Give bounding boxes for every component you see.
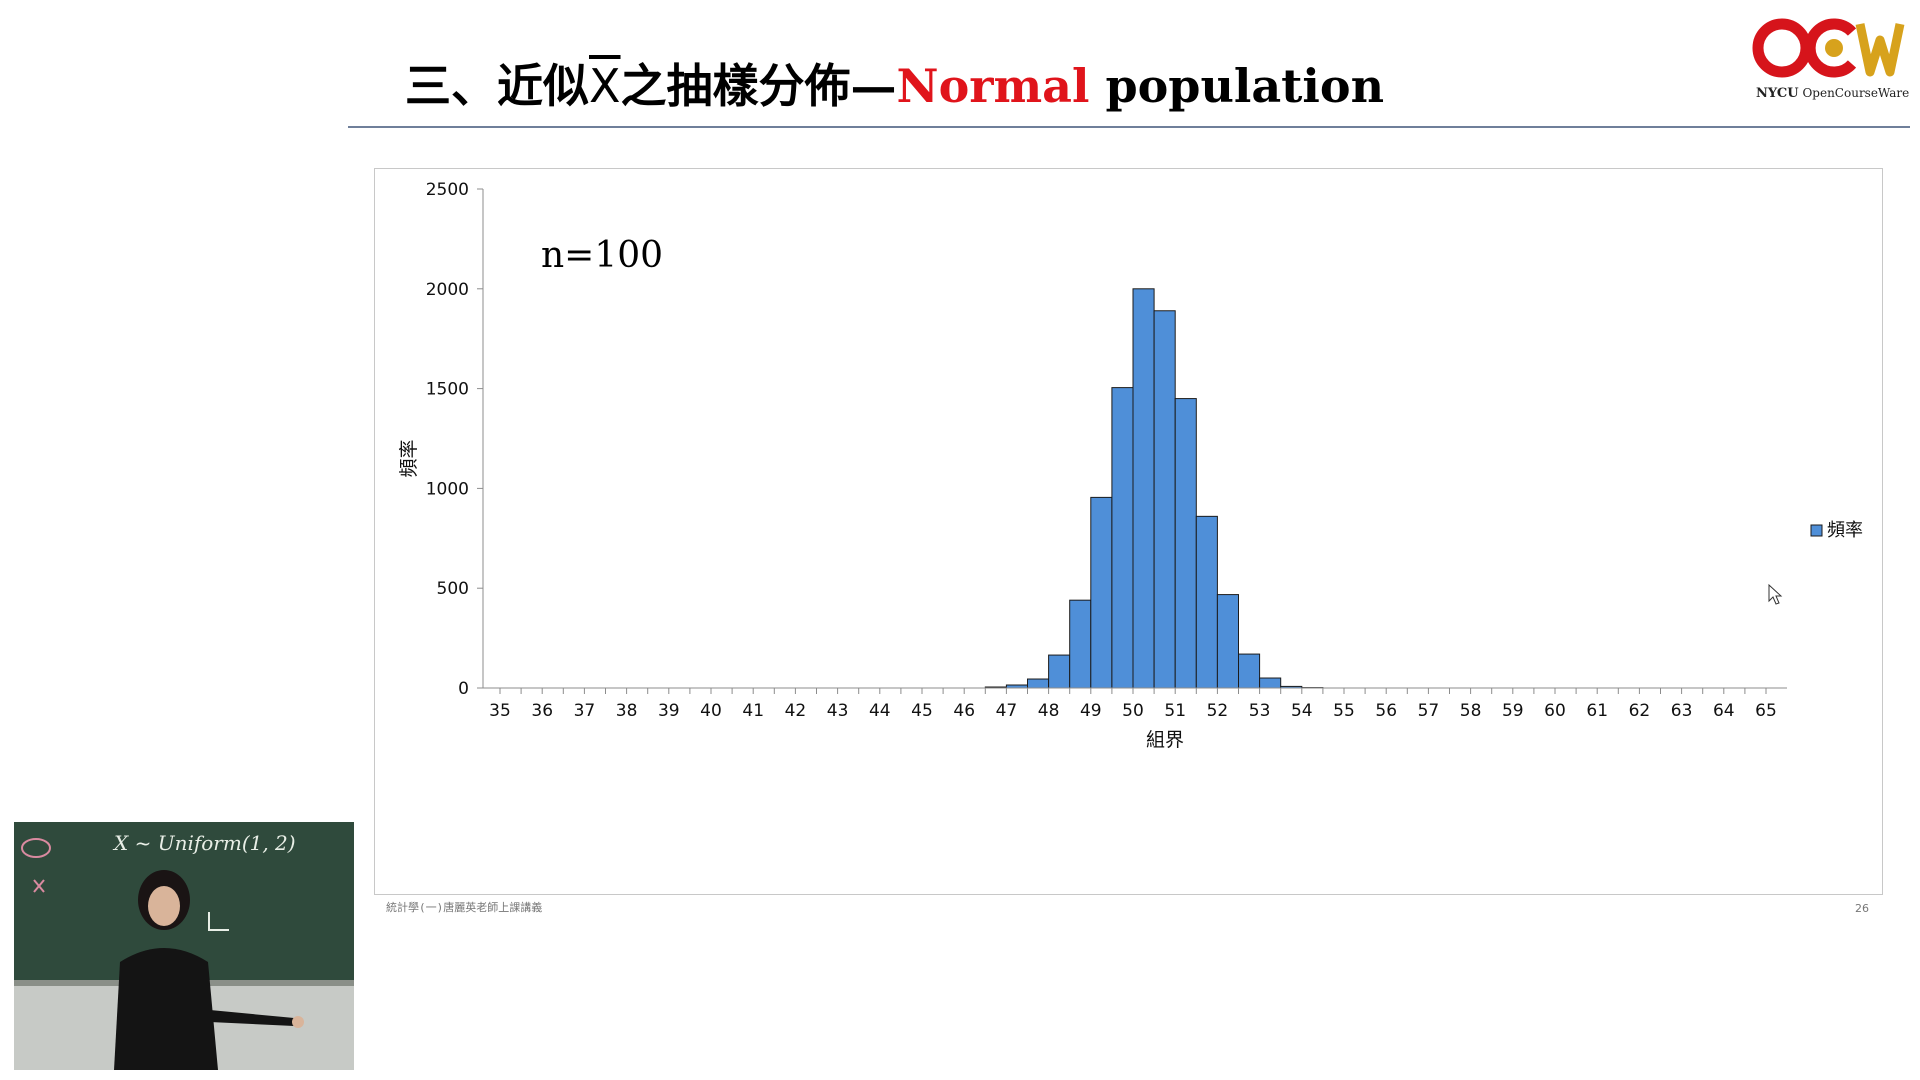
legend-label: 頻率 bbox=[1827, 520, 1863, 541]
histogram-bar bbox=[1195, 515, 1218, 689]
slide-title: 三、近似X之抽樣分佈—Normal population bbox=[405, 50, 1385, 113]
x-tick-label: 46 bbox=[953, 701, 975, 721]
x-tick-label: 51 bbox=[1164, 701, 1186, 721]
x-tick-label: 62 bbox=[1629, 701, 1651, 721]
logo-sub-text: OpenCourseWare bbox=[1802, 86, 1910, 100]
histogram-bar bbox=[1174, 398, 1197, 689]
histogram-bar bbox=[1048, 654, 1071, 689]
x-tick-label: 54 bbox=[1291, 701, 1313, 721]
x-tick-label: 60 bbox=[1544, 701, 1566, 721]
y-tick-label: 1000 bbox=[426, 479, 469, 499]
y-tick-label: 2500 bbox=[426, 180, 469, 200]
x-tick-label: 47 bbox=[996, 701, 1018, 721]
x-tick-label: 50 bbox=[1122, 701, 1144, 721]
x-tick-label: 45 bbox=[911, 701, 933, 721]
histogram-bar bbox=[1111, 387, 1134, 689]
x-bar-symbol: X bbox=[589, 59, 621, 113]
x-axis-title: 組界 bbox=[1146, 729, 1184, 751]
legend-swatch bbox=[1810, 524, 1823, 537]
sample-size-annotation: n=100 bbox=[541, 235, 663, 276]
x-tick-label: 61 bbox=[1586, 701, 1608, 721]
title-prefix: 三、近似 bbox=[405, 59, 589, 113]
x-tick-label: 39 bbox=[658, 701, 680, 721]
x-tick-label: 64 bbox=[1713, 701, 1735, 721]
x-tick-label: 65 bbox=[1755, 701, 1777, 721]
x-tick-label: 38 bbox=[616, 701, 638, 721]
histogram-bar bbox=[1153, 310, 1176, 689]
x-tick-label: 41 bbox=[742, 701, 764, 721]
histogram-bar bbox=[1069, 599, 1092, 689]
x-tick-label: 35 bbox=[489, 701, 511, 721]
histogram-bar bbox=[1238, 653, 1261, 689]
title-highlight: Normal bbox=[896, 59, 1090, 113]
labels-layer: 0 500 1000 1500 2000 2500 35 36 37 38 39 40 41 42 43 44… bbox=[398, 180, 1863, 751]
histogram-bar bbox=[1090, 496, 1113, 689]
x-tick-label: 58 bbox=[1460, 701, 1482, 721]
bars-layer bbox=[984, 288, 1324, 689]
lecturer-video-inset: X ~ Uniform(1, 2) bbox=[14, 822, 354, 1070]
histogram-svg: 0 500 1000 1500 2000 2500 35 36 37 38 39 40 41 42 43 44… bbox=[398, 180, 1863, 751]
x-tick-label: 48 bbox=[1038, 701, 1060, 721]
x-tick-label: 52 bbox=[1207, 701, 1229, 721]
x-tick-label: 43 bbox=[827, 701, 849, 721]
y-tick-label: 500 bbox=[437, 579, 469, 599]
axes-layer bbox=[477, 188, 1787, 694]
histogram-bar bbox=[1132, 288, 1155, 689]
title-divider bbox=[348, 126, 1910, 128]
lecturer-video-frame: X ~ Uniform(1, 2) bbox=[14, 822, 354, 1070]
x-tick-label: 36 bbox=[531, 701, 553, 721]
histogram-bar bbox=[1027, 678, 1050, 689]
blackboard-formula: X ~ Uniform(1, 2) bbox=[112, 831, 296, 855]
logo-wordmark: NYCU OpenCourseWare bbox=[1756, 86, 1909, 101]
x-tick-label: 56 bbox=[1375, 701, 1397, 721]
y-tick-label: 2000 bbox=[426, 280, 469, 300]
logo-main-text: NYCU bbox=[1756, 86, 1799, 101]
y-tick-label: 1500 bbox=[426, 380, 469, 400]
x-tick-label: 57 bbox=[1418, 701, 1440, 721]
x-tick-label: 49 bbox=[1080, 701, 1102, 721]
histogram-bar bbox=[1259, 677, 1282, 689]
x-tick-label: 42 bbox=[785, 701, 807, 721]
histogram-chart: 0 500 1000 1500 2000 2500 35 36 37 38 39 40 41 42 43 44… bbox=[374, 168, 1883, 895]
y-tick-label: 0 bbox=[458, 679, 469, 699]
title-middle: 之抽樣分佈— bbox=[620, 59, 897, 113]
x-tick-label: 63 bbox=[1671, 701, 1693, 721]
x-tick-label: 37 bbox=[574, 701, 596, 721]
x-tick-label: 53 bbox=[1249, 701, 1271, 721]
y-axis-title: 頻率 bbox=[398, 439, 420, 477]
mouse-cursor-icon bbox=[1768, 583, 1783, 605]
chart-legend: 頻率 bbox=[1810, 520, 1863, 541]
x-tick-label: 59 bbox=[1502, 701, 1524, 721]
page-number: 26 bbox=[1855, 902, 1869, 915]
histogram-bar bbox=[1216, 594, 1240, 689]
ocw-logo-icon bbox=[1752, 18, 1905, 78]
x-tick-label: 55 bbox=[1333, 701, 1355, 721]
x-tick-label: 40 bbox=[700, 701, 722, 721]
x-tick-label: 44 bbox=[869, 701, 891, 721]
title-suffix: population bbox=[1089, 59, 1385, 113]
footer-course-note: 統計學(一)唐麗英老師上課講義 bbox=[386, 901, 543, 914]
